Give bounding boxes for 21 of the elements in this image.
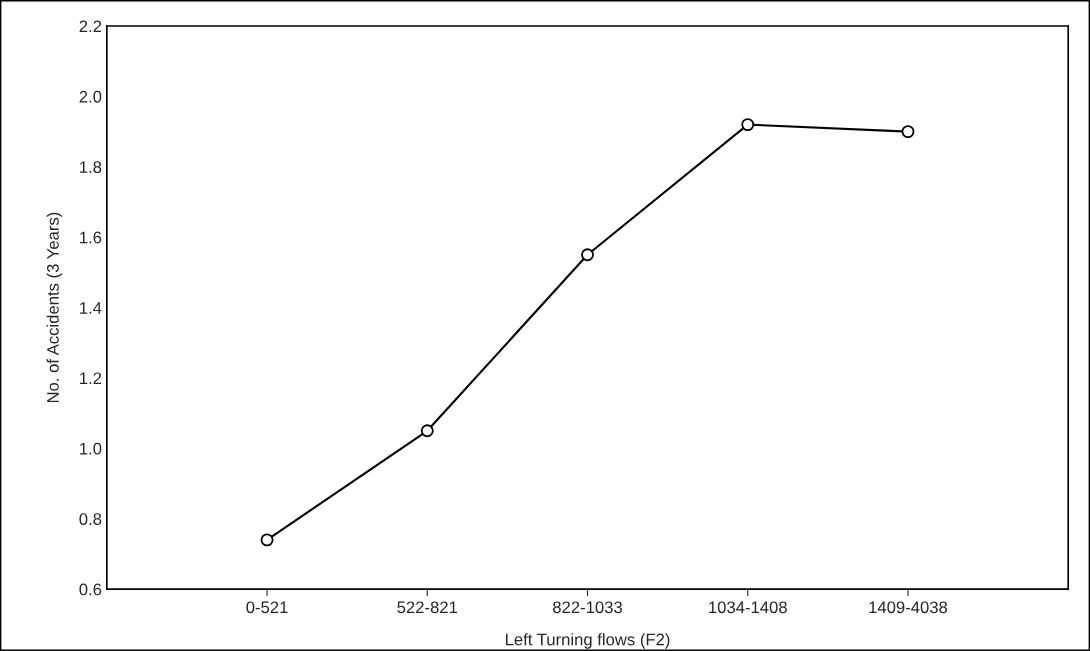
point bbox=[741, 118, 755, 132]
y-tick-label: 2.0 bbox=[79, 90, 102, 103]
x-tick-label: 522-821 bbox=[397, 601, 458, 614]
y-tick-label: 1.6 bbox=[80, 231, 102, 244]
y-tick-label: 1.8 bbox=[80, 161, 102, 174]
y-tick-label: 2.2 bbox=[79, 20, 102, 33]
y-axis-title: No. of Accidents (3 Years) bbox=[46, 212, 63, 403]
point bbox=[901, 125, 915, 139]
y-tick-label: 0.8 bbox=[79, 513, 102, 525]
y-tick-label: 1.2 bbox=[80, 372, 102, 385]
x-axis-title: Left Turning flows (F2) bbox=[505, 633, 670, 649]
x-tick-label: 1034-1408 bbox=[709, 601, 787, 614]
point bbox=[581, 248, 594, 262]
y-tick-label: 1.4 bbox=[80, 302, 102, 314]
y-tick-label: 1.0 bbox=[80, 442, 102, 455]
x-tick-label: 1409-4038 bbox=[869, 601, 948, 614]
point bbox=[260, 533, 274, 547]
x-tick-label: 822-1033 bbox=[553, 601, 622, 614]
point bbox=[420, 424, 434, 438]
x-tick-label: 0-521 bbox=[246, 601, 288, 614]
y-tick-label: 0.6 bbox=[79, 583, 102, 596]
